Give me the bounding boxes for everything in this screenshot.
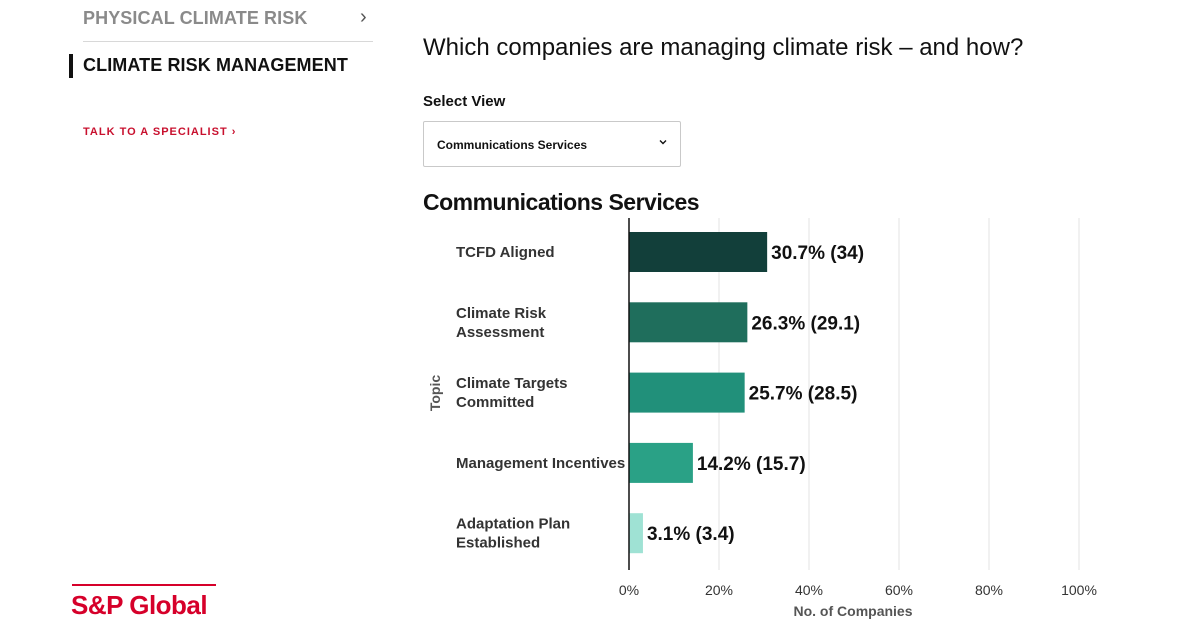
- chart-title: Communications Services: [423, 189, 700, 215]
- sidebar-item-physical-climate-risk[interactable]: PHYSICAL CLIMATE RISK: [83, 8, 308, 28]
- data-label: 14.2% (15.7): [697, 454, 806, 475]
- category-label: Adaptation Plan: [456, 516, 570, 533]
- category-label: Assessment: [456, 324, 544, 341]
- category-label: Committed: [456, 394, 534, 411]
- select-view-label: Select View: [423, 93, 506, 110]
- select-value: Communications Services: [437, 138, 588, 152]
- sidebar-divider: [83, 41, 373, 42]
- chevron-right-icon[interactable]: ›: [360, 6, 367, 28]
- x-tick-label: 100%: [1061, 582, 1097, 598]
- x-axis-title: No. of Companies: [793, 603, 912, 619]
- category-label: TCFD Aligned: [456, 244, 555, 261]
- x-tick-label: 20%: [705, 582, 733, 598]
- data-label: 3.1% (3.4): [647, 524, 735, 545]
- sidebar-item-climate-risk-management[interactable]: CLIMATE RISK MANAGEMENT: [83, 55, 348, 75]
- data-label: 25.7% (28.5): [749, 384, 858, 405]
- category-label: Established: [456, 535, 540, 552]
- view-select[interactable]: Communications Services: [423, 121, 681, 167]
- talk-to-specialist-link[interactable]: TALK TO A SPECIALIST ›: [83, 126, 237, 138]
- category-label: Climate Risk: [456, 305, 547, 322]
- bar: [629, 232, 768, 272]
- chevron-down-icon: [659, 140, 667, 145]
- y-axis-title: Topic: [427, 375, 443, 412]
- bar: [629, 442, 693, 483]
- sp-global-logo: S&P Global: [71, 590, 208, 620]
- logo-rule: [72, 584, 216, 586]
- x-tick-label: 80%: [975, 582, 1003, 598]
- page-question: Which companies are managing climate ris…: [423, 34, 1024, 61]
- data-label: 30.7% (34): [771, 243, 864, 264]
- x-tick-label: 0%: [619, 582, 639, 598]
- x-tick-label: 40%: [795, 582, 823, 598]
- bar: [629, 513, 643, 554]
- category-label: Climate Targets: [456, 375, 567, 392]
- bar: [629, 372, 745, 413]
- x-tick-label: 60%: [885, 582, 913, 598]
- active-indicator: [69, 54, 73, 78]
- bar: [629, 302, 748, 343]
- category-label: Management Incentives: [456, 455, 625, 472]
- data-label: 26.3% (29.1): [751, 313, 860, 334]
